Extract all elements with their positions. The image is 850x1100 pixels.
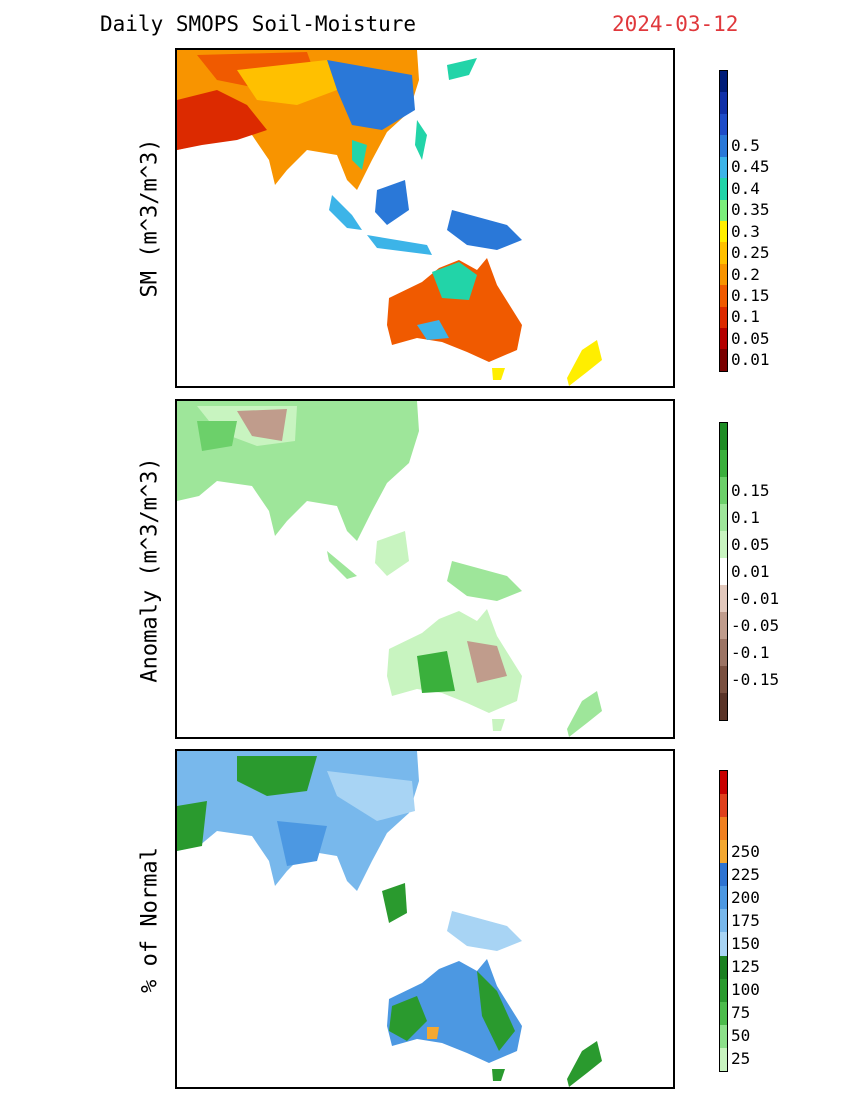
colorbar-swatch bbox=[720, 135, 727, 157]
colorbar-tick-label: 0.5 bbox=[731, 136, 760, 155]
colorbar-tick-label: 0.01 bbox=[731, 561, 770, 581]
anomaly-map bbox=[175, 399, 675, 739]
colorbar-tick-label: 25 bbox=[731, 1049, 751, 1069]
colorbar-swatch bbox=[720, 113, 727, 136]
y-axis-label: % of Normal bbox=[137, 847, 163, 993]
colorbar-swatch bbox=[720, 220, 727, 243]
colorbar-swatch bbox=[720, 199, 727, 221]
colorbar-tick-label: 0.25 bbox=[731, 243, 770, 263]
colorbar-tick-label: 100 bbox=[731, 980, 760, 1000]
colorbar-tick-label: 175 bbox=[731, 911, 760, 930]
colorbar-tick-label: 0.05 bbox=[731, 328, 770, 348]
colorbar-swatch bbox=[720, 771, 727, 795]
colorbar-swatch bbox=[720, 955, 727, 979]
colorbar-tick-label: 0.15 bbox=[731, 480, 770, 500]
colorbar-tick-label: 0.1 bbox=[731, 307, 760, 327]
colorbar-swatch bbox=[720, 932, 727, 956]
colorbar-tick-label: 0.3 bbox=[731, 221, 760, 241]
colorbar-swatch bbox=[720, 1047, 727, 1071]
colorbar-swatch bbox=[720, 585, 727, 612]
colorbar-swatch bbox=[720, 349, 727, 371]
colorbar-tick-label: 75 bbox=[731, 1003, 751, 1023]
colorbar-swatch bbox=[720, 306, 727, 329]
colorbar-sm bbox=[719, 70, 728, 372]
colorbar-swatch bbox=[720, 863, 727, 887]
colorbar-tick-label: 0.4 bbox=[731, 178, 760, 198]
soil-moisture-map bbox=[175, 48, 675, 388]
colorbar-swatch bbox=[720, 1024, 727, 1048]
colorbar-tick-label: 0.05 bbox=[731, 534, 770, 554]
colorbar-percent bbox=[719, 770, 728, 1072]
colorbar-swatch bbox=[720, 978, 727, 1002]
colorbar-swatch bbox=[720, 1001, 727, 1025]
colorbar-tick-label: -0.05 bbox=[731, 615, 780, 635]
colorbar-tick-label: 250 bbox=[731, 841, 760, 861]
colorbar-swatch bbox=[720, 794, 727, 818]
anomaly-map-graphic bbox=[177, 401, 602, 737]
colorbar-swatch bbox=[720, 886, 727, 910]
colorbar-swatch bbox=[720, 666, 727, 693]
y-axis-label: SM (m^3/m^3) bbox=[137, 138, 163, 298]
date-label: 2024-03-12 bbox=[612, 12, 739, 36]
colorbar-tick-label: 0.35 bbox=[731, 200, 770, 220]
colorbar-swatch bbox=[720, 477, 727, 504]
colorbar-swatch bbox=[720, 285, 727, 307]
colorbar-tick-label: -0.01 bbox=[731, 588, 780, 608]
colorbar-swatch bbox=[720, 92, 727, 114]
colorbar-swatch bbox=[720, 423, 727, 450]
colorbar-tick-label: 225 bbox=[731, 864, 760, 884]
colorbar-tick-label: 0.01 bbox=[731, 350, 770, 370]
soil-moisture-map-graphic bbox=[177, 50, 602, 386]
colorbar-swatch bbox=[720, 156, 727, 179]
colorbar-swatch bbox=[720, 909, 727, 933]
colorbar-swatch bbox=[720, 71, 727, 93]
colorbar-swatch bbox=[720, 558, 727, 585]
colorbar-tick-label: 0.45 bbox=[731, 157, 770, 177]
colorbar-tick-label: 0.2 bbox=[731, 264, 760, 284]
colorbar-tick-label: 200 bbox=[731, 887, 760, 907]
colorbar-tick-label: 0.15 bbox=[731, 286, 770, 305]
colorbar-swatch bbox=[720, 612, 727, 639]
colorbar-swatch bbox=[720, 531, 727, 558]
colorbar-tick-label: -0.1 bbox=[731, 642, 770, 662]
y-axis-label: Anomaly (m^3/m^3) bbox=[137, 457, 163, 683]
colorbar-swatch bbox=[720, 450, 727, 477]
colorbar-swatch bbox=[720, 639, 727, 666]
colorbar-swatch bbox=[720, 328, 727, 350]
colorbar-anomaly bbox=[719, 422, 728, 721]
colorbar-tick-label: -0.15 bbox=[731, 669, 780, 689]
colorbar-swatch bbox=[720, 178, 727, 200]
colorbar-swatch bbox=[720, 693, 727, 720]
colorbar-swatch bbox=[720, 504, 727, 531]
colorbar-tick-label: 125 bbox=[731, 957, 760, 977]
chart-title: Daily SMOPS Soil-Moisture bbox=[100, 12, 417, 36]
colorbar-tick-label: 150 bbox=[731, 934, 760, 954]
percent-normal-map-graphic bbox=[177, 751, 602, 1087]
colorbar-swatch bbox=[720, 242, 727, 264]
colorbar-swatch bbox=[720, 263, 727, 286]
colorbar-swatch bbox=[720, 840, 727, 864]
colorbar-tick-label: 0.1 bbox=[731, 507, 760, 527]
colorbar-swatch bbox=[720, 817, 727, 841]
percent-normal-map bbox=[175, 749, 675, 1089]
colorbar-tick-label: 50 bbox=[731, 1026, 751, 1046]
